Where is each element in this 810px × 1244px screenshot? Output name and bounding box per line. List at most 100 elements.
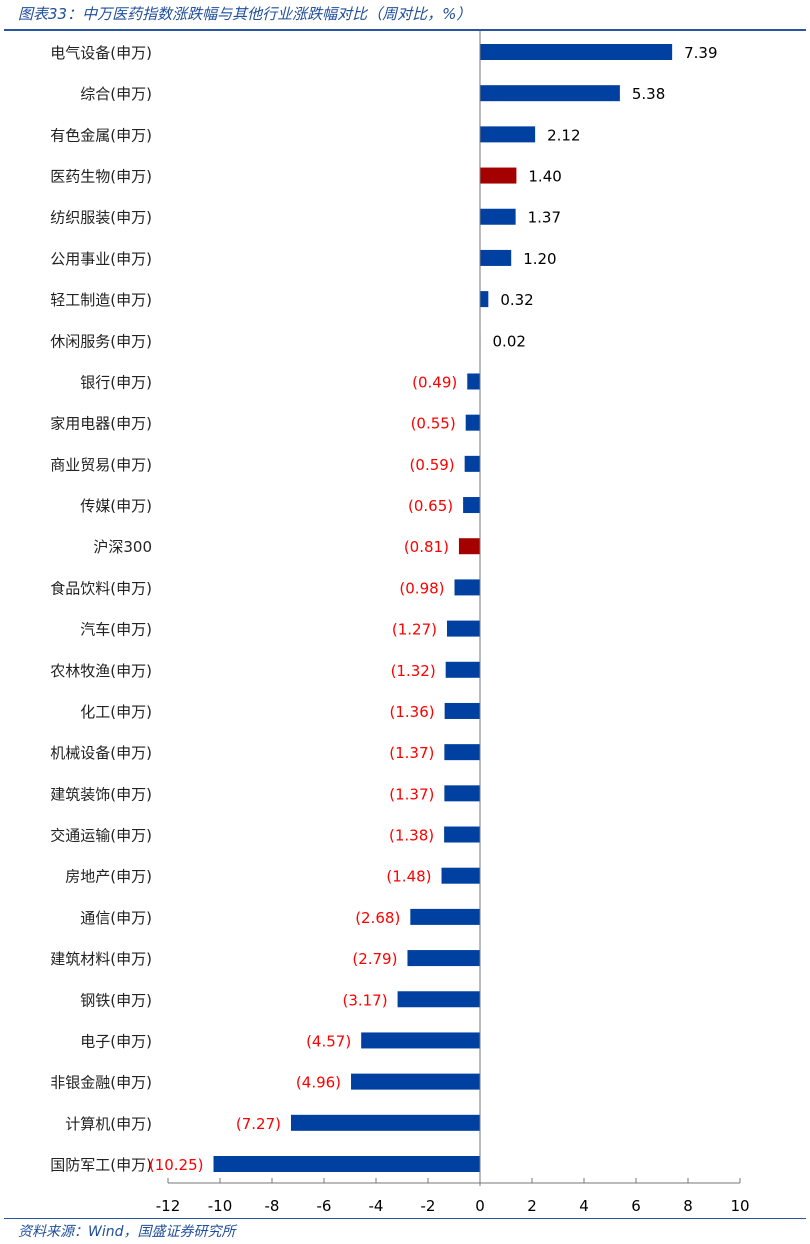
data-label: 0.02	[493, 332, 526, 350]
bar	[480, 126, 536, 143]
category-label: 交通运输(申万)	[50, 827, 152, 845]
category-label: 银行(申万)	[80, 373, 152, 391]
category-label: 汽车(申万)	[80, 621, 152, 639]
bottom-rule	[4, 1218, 806, 1219]
bar	[444, 785, 480, 802]
x-tick-label: 8	[683, 1197, 693, 1215]
bar	[464, 455, 480, 472]
data-label: (1.27)	[392, 621, 437, 639]
category-label: 纺织服装(申万)	[50, 209, 152, 227]
data-label: (10.25)	[149, 1156, 204, 1174]
data-label: 1.37	[528, 209, 561, 227]
bar	[480, 167, 517, 184]
x-tick-label: -10	[208, 1197, 233, 1215]
category-label: 建筑材料(申万)	[50, 950, 152, 968]
category-label: 食品饮料(申万)	[50, 579, 152, 597]
data-label: (1.38)	[389, 827, 434, 845]
x-tick-label: 4	[579, 1197, 589, 1215]
bar	[446, 620, 480, 637]
data-label: 2.12	[547, 126, 580, 144]
data-label: (1.37)	[389, 744, 434, 762]
data-label: (1.36)	[390, 703, 435, 721]
category-label: 农林牧渔(申万)	[50, 662, 152, 680]
category-label: 综合(申万)	[80, 85, 152, 103]
bar	[444, 702, 480, 719]
bar	[480, 208, 516, 225]
data-label: (4.57)	[306, 1032, 351, 1050]
bar	[445, 661, 480, 678]
data-label: (2.68)	[355, 909, 400, 927]
data-label: 1.40	[528, 168, 561, 186]
data-label: (0.59)	[410, 456, 455, 474]
top-rule	[4, 29, 806, 31]
data-label: 1.20	[523, 250, 556, 268]
category-label: 轻工制造(申万)	[50, 291, 152, 309]
bar	[444, 826, 480, 843]
data-label: 0.32	[500, 291, 533, 309]
category-label: 电气设备(申万)	[50, 44, 152, 62]
bar	[480, 291, 489, 308]
category-label: 传媒(申万)	[80, 497, 152, 515]
x-tick-label: 6	[631, 1197, 641, 1215]
category-label: 非银金融(申万)	[50, 1074, 152, 1092]
category-label: 沪深300	[93, 538, 152, 556]
x-tick-label: 0	[475, 1197, 485, 1215]
data-label: (0.98)	[399, 579, 444, 597]
bar	[444, 744, 480, 761]
category-label: 通信(申万)	[80, 909, 152, 927]
x-tick-label: -6	[317, 1197, 332, 1215]
source-note: 资料来源：Wind，国盛证券研究所	[18, 1224, 236, 1240]
bar	[480, 85, 620, 102]
chart-title: 图表33：中万医药指数涨跌幅与其他行业涨跌幅对比（周对比，%）	[18, 5, 472, 23]
category-label: 建筑装饰(申万)	[50, 785, 152, 803]
category-label: 商业贸易(申万)	[50, 456, 152, 474]
bar	[463, 497, 480, 514]
category-label: 房地产(申万)	[65, 868, 152, 886]
bar	[407, 950, 480, 967]
bar	[441, 867, 480, 884]
x-tick-label: -12	[156, 1197, 181, 1215]
category-label: 钢铁(申万)	[80, 991, 152, 1009]
data-label: (0.49)	[412, 373, 457, 391]
data-label: 5.38	[632, 85, 665, 103]
bar	[351, 1073, 480, 1090]
x-tick-label: 2	[527, 1197, 537, 1215]
data-label: (1.37)	[389, 785, 434, 803]
bar	[467, 373, 480, 390]
bar	[458, 538, 480, 555]
data-label: (1.32)	[391, 662, 436, 680]
category-label: 电子(申万)	[80, 1032, 152, 1050]
bar	[397, 991, 480, 1008]
category-label: 医药生物(申万)	[50, 168, 152, 186]
bar	[213, 1156, 480, 1172]
bar	[454, 579, 480, 596]
data-label: (3.17)	[342, 991, 387, 1009]
category-label: 计算机(申万)	[65, 1115, 152, 1133]
data-label: (0.81)	[404, 538, 449, 556]
x-tick-label: -2	[421, 1197, 436, 1215]
data-label: (7.27)	[236, 1115, 281, 1133]
bar	[410, 908, 480, 925]
data-label: (0.55)	[411, 415, 456, 433]
bar	[480, 249, 512, 266]
category-label: 家用电器(申万)	[50, 415, 152, 433]
bar	[290, 1114, 480, 1131]
category-label: 休闲服务(申万)	[50, 332, 152, 350]
x-tick-label: -4	[369, 1197, 384, 1215]
data-label: (4.96)	[296, 1074, 341, 1092]
x-tick-label: -8	[265, 1197, 280, 1215]
category-label: 公用事业(申万)	[50, 250, 152, 268]
bar	[361, 1032, 480, 1049]
data-label: (1.48)	[386, 868, 431, 886]
data-label: (2.79)	[352, 950, 397, 968]
bar	[465, 414, 480, 431]
category-label: 国防军工(申万)	[50, 1156, 152, 1174]
category-label: 机械设备(申万)	[50, 744, 152, 762]
x-tick-label: 10	[730, 1197, 749, 1215]
category-label: 有色金属(申万)	[50, 126, 152, 144]
bar	[480, 44, 673, 60]
category-label: 化工(申万)	[80, 703, 152, 721]
data-label: 7.39	[684, 44, 717, 62]
data-label: (0.65)	[408, 497, 453, 515]
